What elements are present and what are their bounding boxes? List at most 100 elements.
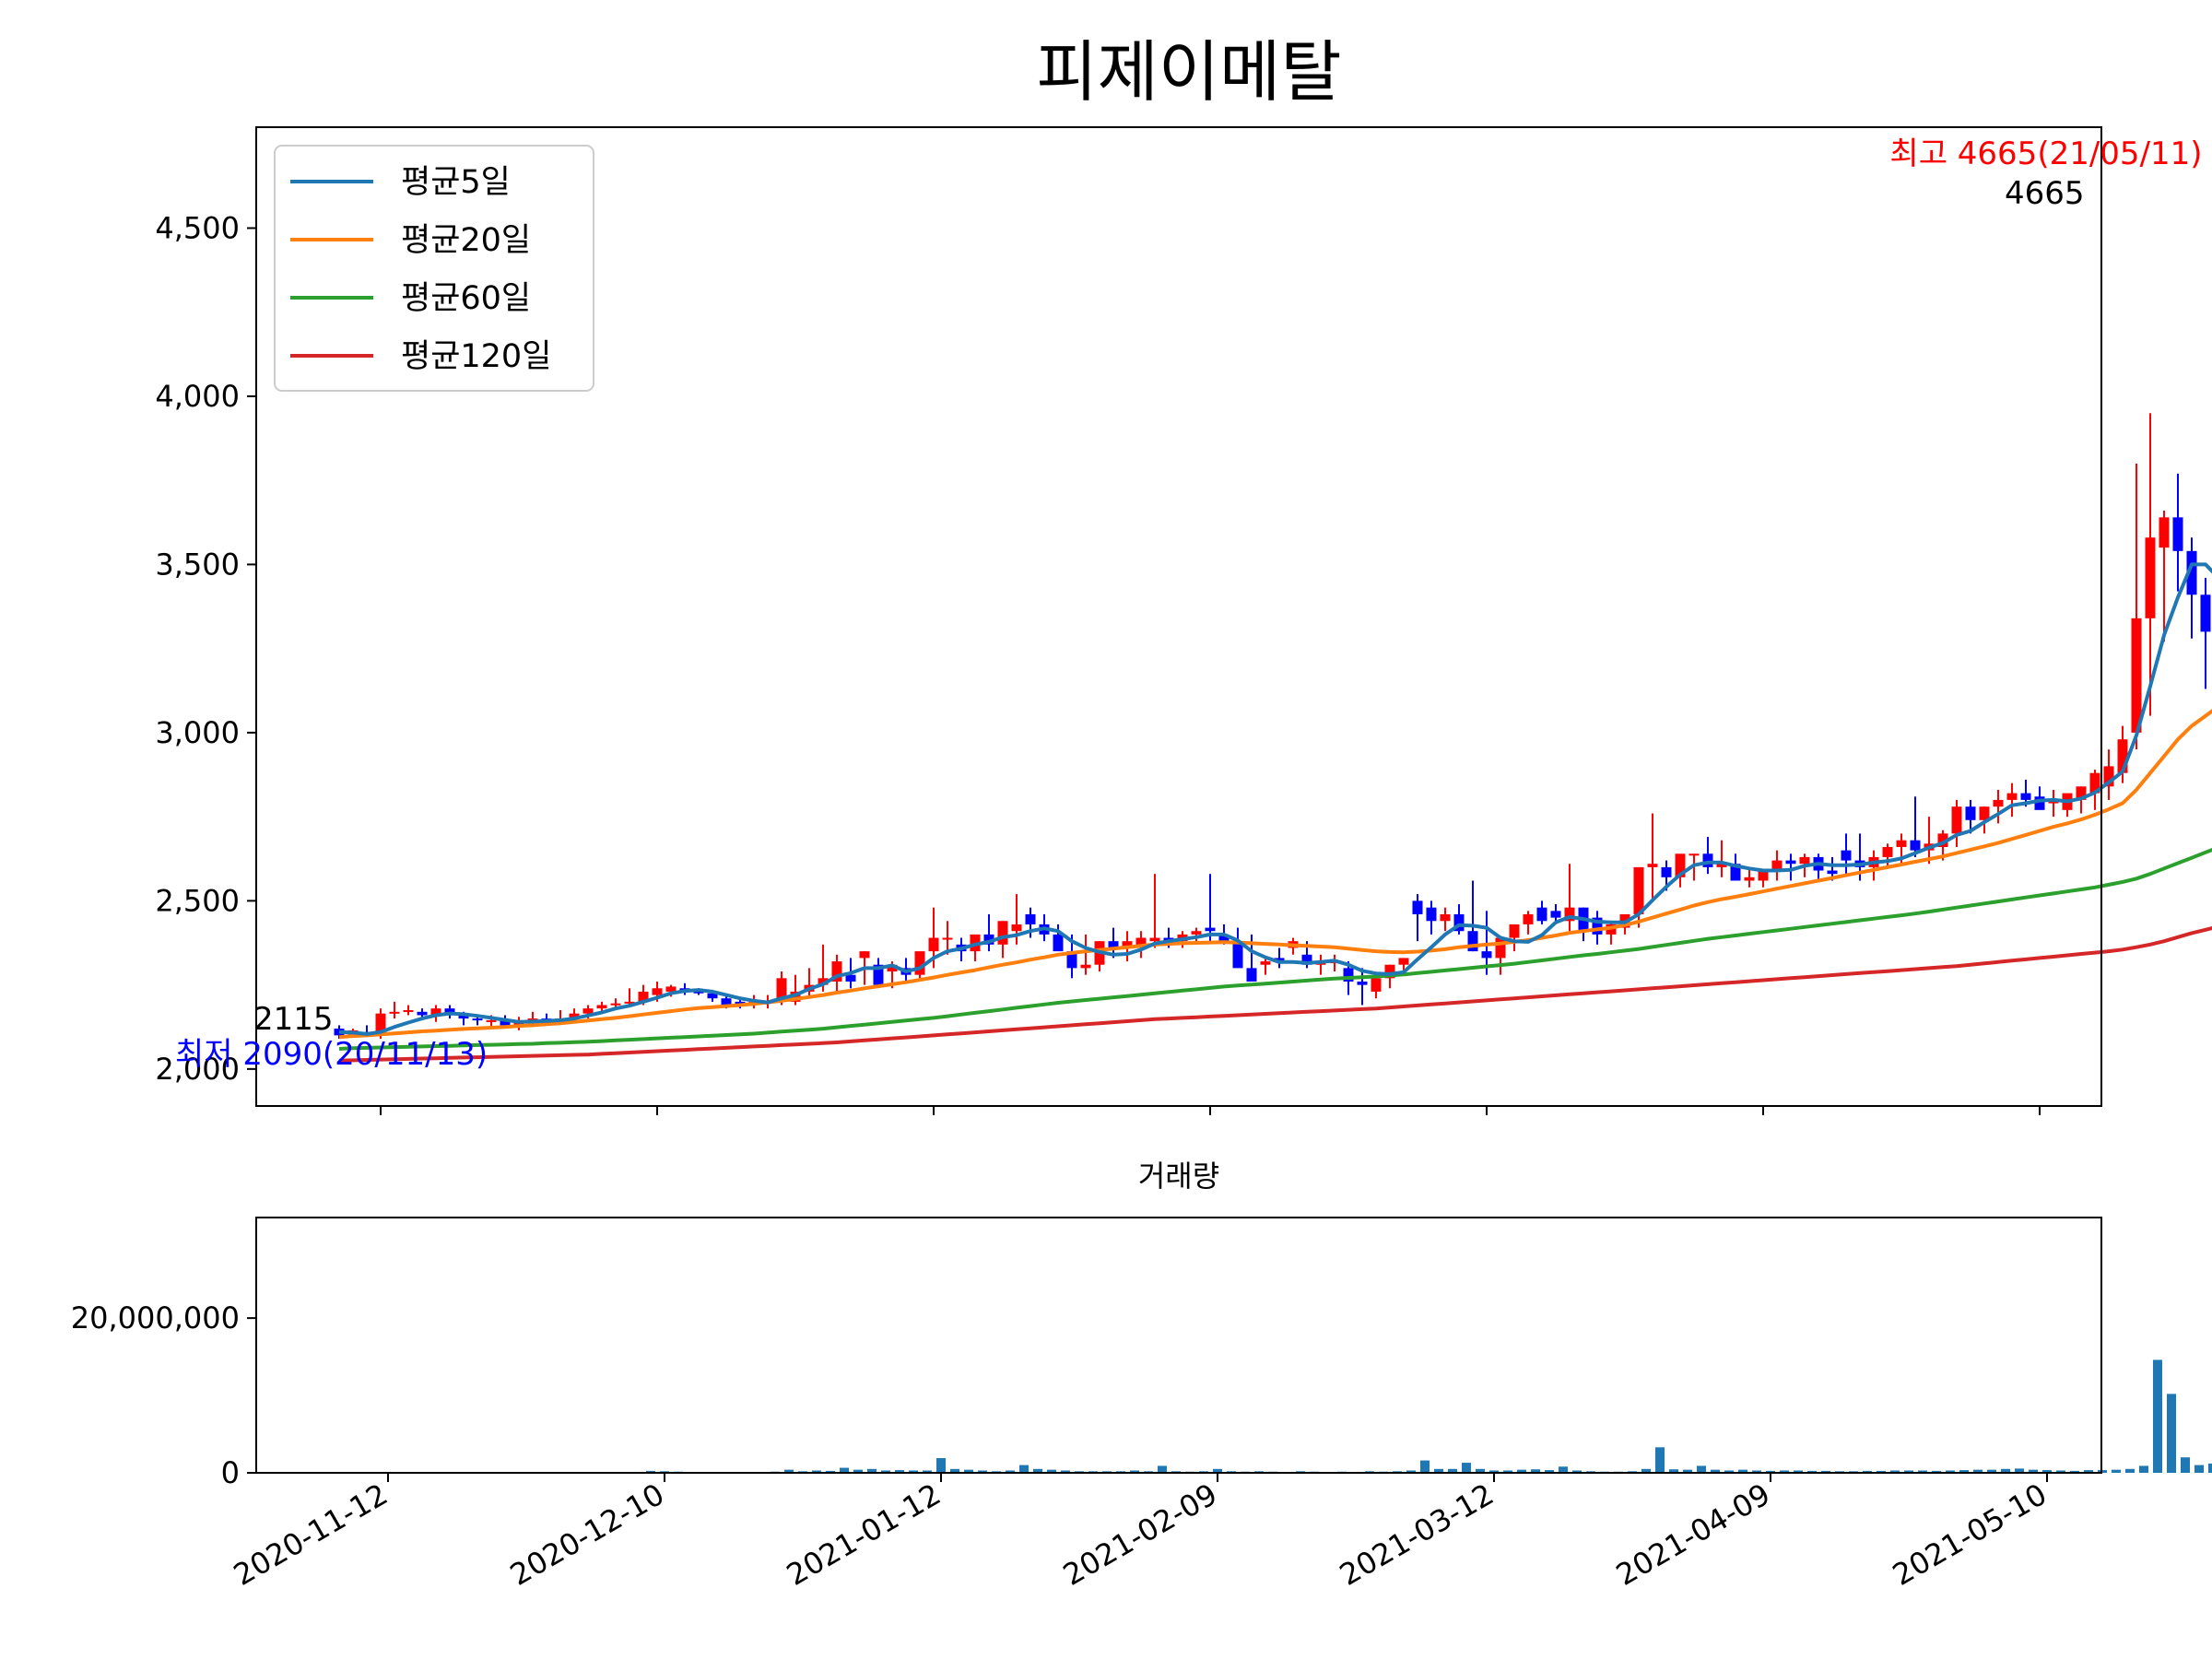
volume-bar <box>2042 1470 2052 1473</box>
candle-body <box>1384 964 1395 979</box>
candle-body <box>859 951 870 959</box>
candle-body <box>1675 853 1686 877</box>
candle-body <box>2020 793 2031 800</box>
candle-body <box>624 1001 635 1004</box>
volume-bar <box>812 1470 821 1473</box>
annotation-low: 최저 2090(20/11/13) <box>175 1036 488 1073</box>
volume-bar <box>1531 1469 1540 1473</box>
volume-bar <box>2125 1468 2135 1473</box>
ma-line-ma120 <box>338 926 2212 1063</box>
volume-title: 거래량 <box>1138 1159 1219 1194</box>
candle-body <box>1937 833 1948 847</box>
candle-body <box>1149 937 1160 942</box>
volume-bar <box>1061 1470 1070 1473</box>
candle-body <box>997 921 1008 945</box>
y-tick-label: 3,500 <box>155 547 240 582</box>
candle-body <box>430 1008 441 1016</box>
volume-bar <box>2029 1469 2038 1473</box>
candle-body <box>1426 907 1437 922</box>
volume-bar <box>2001 1468 2010 1473</box>
candle-body <box>2131 618 2142 733</box>
candle-body <box>403 1009 414 1012</box>
annotation-first-close: 2115 <box>253 1001 334 1038</box>
y-tick-label: 4,500 <box>155 210 240 245</box>
candle-body <box>1412 900 1423 914</box>
candle-body <box>1053 934 1064 952</box>
y-tick-label: 4,000 <box>155 379 240 414</box>
volume-bar <box>1877 1470 1886 1473</box>
candle-body <box>1301 954 1312 965</box>
candle-body <box>1481 951 1492 959</box>
chart-title: 피제이메탈 <box>1036 33 1341 111</box>
volume-bar <box>2139 1465 2148 1473</box>
volume-bar <box>2056 1470 2065 1473</box>
x-tick-label: 2021-02-09 <box>1057 1477 1223 1593</box>
volume-bar <box>909 1470 918 1473</box>
volume-bar <box>936 1458 946 1473</box>
volume-panel: 거래량 0 20,000,000 2020-11-12 2020-12-10 2021… <box>71 1159 2212 1593</box>
candle-body <box>942 937 953 940</box>
ma-line-ma20 <box>338 709 2212 1040</box>
candle-body <box>1758 870 1769 881</box>
candle-body <box>2172 517 2183 551</box>
volume-bar <box>1724 1470 1734 1473</box>
candle-body <box>873 964 884 985</box>
candle-body <box>1274 958 1285 962</box>
candle-body <box>707 993 718 999</box>
volume-bar <box>1904 1470 1913 1473</box>
candle-body <box>1647 864 1658 867</box>
candle-body <box>721 998 732 1006</box>
volume-bar <box>1959 1470 1969 1473</box>
candle-body <box>486 1019 497 1022</box>
volume-bars <box>342 1359 2212 1473</box>
candle-body <box>1453 913 1465 932</box>
volume-bar <box>826 1470 835 1473</box>
volume-bar <box>853 1469 863 1473</box>
candle-body <box>1191 931 1202 935</box>
volume-axes-frame <box>255 1217 2102 1474</box>
volume-bar <box>1448 1468 1457 1473</box>
volume-bar <box>1503 1470 1512 1473</box>
volume-bar <box>1033 1468 1042 1473</box>
candle-body <box>928 937 939 952</box>
candle-body <box>500 1019 511 1026</box>
candle-body <box>1122 941 1133 948</box>
candle-body <box>845 974 856 982</box>
volume-bar <box>1006 1470 1015 1473</box>
price-y-axis: 2,000 2,500 3,000 3,500 4,000 4,500 <box>155 210 256 1087</box>
volume-bar <box>1047 1469 1056 1473</box>
candle-body <box>1523 913 1534 924</box>
volume-bar <box>784 1469 794 1473</box>
candle-body <box>2103 766 2114 787</box>
candle-body <box>2089 772 2100 794</box>
candle-body <box>1896 840 1907 847</box>
candle-body <box>2076 786 2087 800</box>
candle-body <box>1398 958 1409 965</box>
volume-bar <box>1545 1470 1554 1473</box>
volume-bar <box>978 1470 987 1473</box>
volume-bar <box>1019 1465 1029 1473</box>
volume-bar <box>2084 1470 2093 1473</box>
moving-averages <box>338 562 2212 1063</box>
x-tick-label: 2021-03-12 <box>1334 1477 1500 1593</box>
candle-body <box>983 934 994 945</box>
volume-bar <box>1807 1470 1817 1473</box>
candle-body <box>1841 850 1852 861</box>
candle-body <box>2006 793 2018 800</box>
volume-bar <box>1158 1465 1167 1473</box>
volume-y-axis: 0 20,000,000 <box>71 1300 256 1490</box>
price-axes-frame <box>255 126 2102 1107</box>
volume-bar <box>1683 1469 1692 1473</box>
candle-body <box>1633 866 1644 914</box>
x-tick-label: 2021-05-10 <box>1887 1477 2053 1593</box>
candle-body <box>1205 927 1216 932</box>
candle-body <box>1744 877 1755 881</box>
candle-body <box>1564 907 1575 922</box>
volume-bar <box>840 1467 849 1473</box>
volume-bar <box>1794 1470 1803 1473</box>
candle-body <box>2159 517 2170 548</box>
price-x-axis <box>380 1106 2041 1115</box>
candle-body <box>375 1013 386 1036</box>
candle-body <box>1246 968 1257 982</box>
candle-body <box>1066 951 1077 969</box>
